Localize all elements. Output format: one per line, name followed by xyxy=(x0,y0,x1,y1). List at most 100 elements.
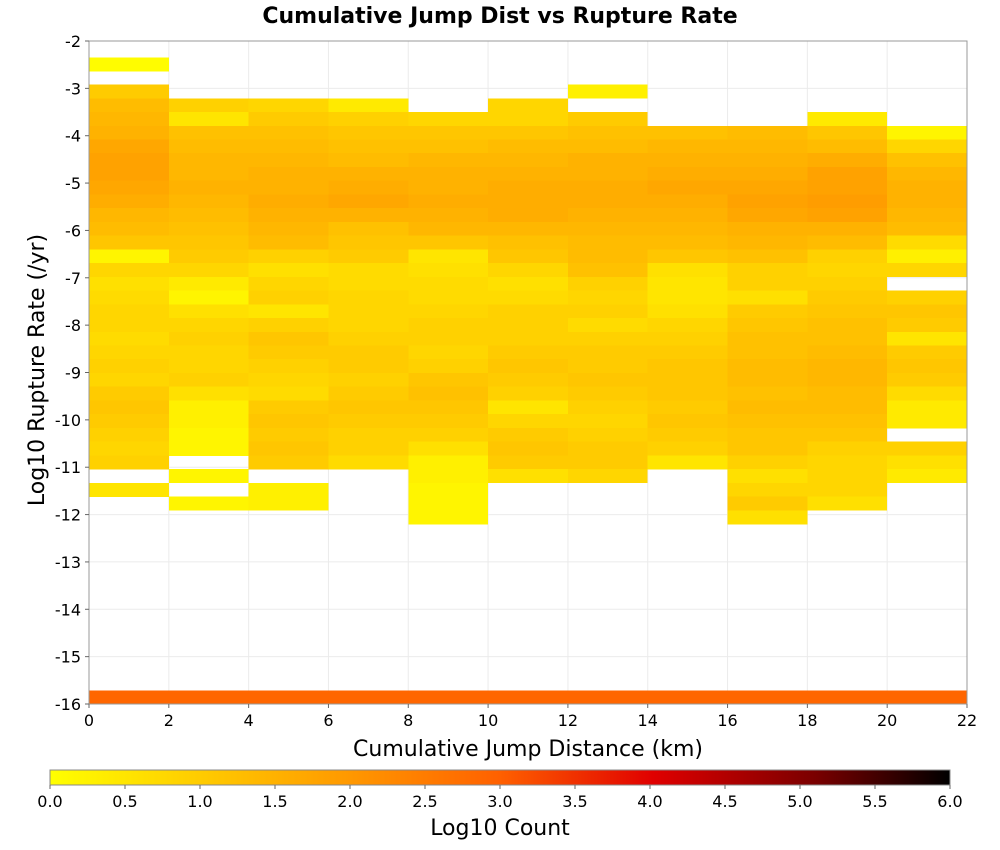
heatmap-cell xyxy=(488,235,568,250)
heatmap-cell xyxy=(488,400,568,415)
heatmap-cell xyxy=(168,304,249,319)
heatmap-cell xyxy=(89,290,169,305)
heatmap-cell xyxy=(168,208,249,223)
heatmap-cell xyxy=(89,249,169,264)
heatmap-cell xyxy=(248,112,329,127)
y-axis-label: Log10 Rupture Rate (/yr) xyxy=(25,234,50,506)
heatmap-cell xyxy=(89,84,169,99)
colorbar-tick-label: 5.5 xyxy=(862,792,887,811)
heatmap-cell xyxy=(89,690,967,705)
colorbar-tick-label: 4.0 xyxy=(637,792,662,811)
heatmap-cell xyxy=(887,249,967,264)
heatmap-cell xyxy=(408,482,489,497)
heatmap-cell xyxy=(89,153,169,168)
heatmap-cell xyxy=(248,359,329,374)
heatmap-cell xyxy=(887,125,967,140)
heatmap-cell xyxy=(647,194,728,209)
heatmap-cell xyxy=(168,112,249,127)
heatmap-cell xyxy=(248,496,329,511)
heatmap-cell xyxy=(647,441,728,456)
heatmap-cell xyxy=(807,496,888,511)
heatmap-cell xyxy=(647,290,728,305)
heatmap-cell xyxy=(488,372,568,388)
heatmap-cell xyxy=(89,427,169,443)
heatmap-cell xyxy=(89,57,169,72)
heatmap-cell xyxy=(567,359,648,374)
heatmap-cell xyxy=(168,345,249,360)
heatmap-cell xyxy=(89,98,169,113)
heatmap-cell xyxy=(647,331,728,346)
y-tick-label: -14 xyxy=(55,600,81,619)
heatmap-cell xyxy=(727,208,808,223)
heatmap-cell xyxy=(647,249,728,264)
heatmap-cell xyxy=(647,345,728,360)
heatmap-cell xyxy=(89,125,169,140)
heatmap-cell xyxy=(887,318,967,333)
heatmap-cell xyxy=(488,112,568,127)
heatmap-cell xyxy=(328,386,409,401)
heatmap-cell xyxy=(727,221,808,237)
heatmap-cell xyxy=(887,153,967,168)
heatmap-cell xyxy=(807,372,888,388)
heatmap-cell xyxy=(887,345,967,360)
heatmap-cell xyxy=(168,125,249,140)
heatmap-cell xyxy=(408,469,489,484)
heatmap-cell xyxy=(168,496,249,511)
heatmap-cell xyxy=(408,386,489,401)
colorbar-tick-label: 0.0 xyxy=(37,792,62,811)
heatmap-cell xyxy=(89,235,169,250)
colorbar-tick-label: 6.0 xyxy=(937,792,962,811)
heatmap-cell xyxy=(807,455,888,470)
heatmap-cell xyxy=(807,153,888,168)
x-tick-label: 6 xyxy=(323,711,333,730)
heatmap-cell xyxy=(567,386,648,401)
heatmap-cell xyxy=(567,125,648,140)
heatmap-cell xyxy=(408,194,489,209)
heatmap-cell xyxy=(727,427,808,443)
heatmap-cell xyxy=(89,304,169,319)
heatmap-cell xyxy=(328,166,409,182)
heatmap-cell xyxy=(168,331,249,346)
heatmap-cell xyxy=(168,469,249,484)
heatmap-cell xyxy=(89,345,169,360)
heatmap-cell xyxy=(727,359,808,374)
heatmap-cell xyxy=(647,318,728,333)
heatmap-cell xyxy=(408,455,489,470)
heatmap-cell xyxy=(488,180,568,195)
heatmap-cell xyxy=(727,318,808,333)
x-tick-label: 0 xyxy=(84,711,94,730)
heatmap-cell xyxy=(727,469,808,484)
heatmap-cell xyxy=(727,153,808,168)
x-tick-label: 14 xyxy=(638,711,658,730)
heatmap-cell xyxy=(807,125,888,140)
heatmap-cell xyxy=(328,455,409,470)
heatmap-cell xyxy=(567,276,648,291)
heatmap-cell xyxy=(567,414,648,429)
colorbar-tick-label: 0.5 xyxy=(112,792,137,811)
heatmap-cell xyxy=(89,331,169,346)
heatmap-cell xyxy=(488,427,568,443)
heatmap-cell xyxy=(807,304,888,319)
heatmap-cell xyxy=(168,400,249,415)
y-tick-label: -2 xyxy=(65,32,81,51)
heatmap-cell xyxy=(488,139,568,154)
heatmap-cell xyxy=(408,359,489,374)
heatmap-cell xyxy=(89,221,169,237)
heatmap-cell xyxy=(328,318,409,333)
heatmap-cell xyxy=(647,221,728,237)
heatmap-cell xyxy=(887,400,967,415)
heatmap-cell xyxy=(408,249,489,264)
heatmap-cell xyxy=(887,441,967,456)
heatmap-cell xyxy=(488,359,568,374)
heatmap-cell xyxy=(807,441,888,456)
heatmap-cell xyxy=(168,372,249,388)
heatmap-cell xyxy=(248,331,329,346)
heatmap-cell xyxy=(488,194,568,209)
heatmap-cell xyxy=(567,304,648,319)
heatmap-cell xyxy=(328,249,409,264)
heatmap-cell xyxy=(248,372,329,388)
heatmap-cell xyxy=(89,386,169,401)
heatmap-cell xyxy=(887,304,967,319)
heatmap-cell xyxy=(567,345,648,360)
